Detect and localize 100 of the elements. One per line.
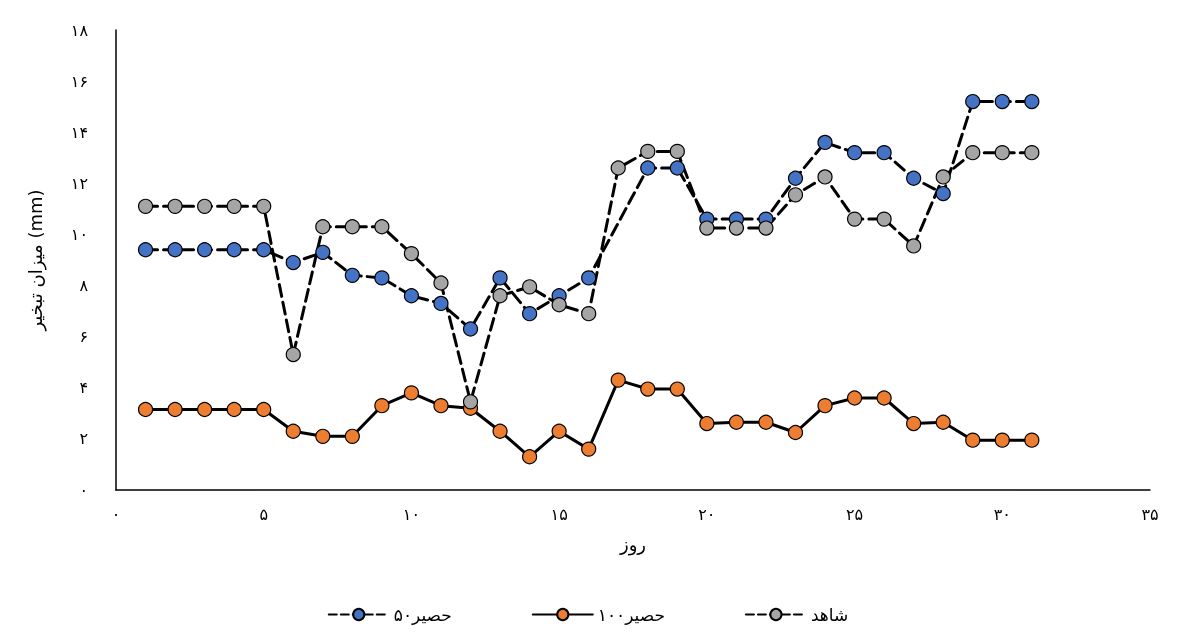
point — [699, 220, 715, 236]
x-tick-label: ۵ — [259, 504, 269, 524]
point — [226, 198, 242, 214]
x-tick-label: ۳۰ — [993, 504, 1011, 524]
point — [522, 306, 538, 322]
point — [876, 390, 892, 406]
point — [137, 242, 154, 258]
point — [581, 441, 597, 457]
point — [906, 238, 922, 254]
point — [167, 198, 183, 214]
point — [522, 279, 538, 295]
y-tick-label: ۱۴ — [70, 122, 88, 142]
point — [137, 401, 154, 418]
point — [728, 414, 744, 430]
point — [315, 219, 331, 235]
point — [758, 220, 774, 236]
point — [846, 390, 863, 406]
point — [846, 145, 863, 161]
y-tick-label: ۰ — [79, 480, 88, 500]
point — [374, 398, 390, 414]
legend-label: حصیر۵۰ — [393, 604, 452, 625]
point — [433, 275, 449, 291]
point — [285, 346, 301, 363]
y-tick-label: ۱۲ — [70, 173, 88, 193]
point — [817, 134, 833, 151]
point — [433, 398, 449, 414]
x-tick-label: ۲۵ — [845, 504, 864, 524]
point — [994, 145, 1010, 161]
point — [256, 198, 272, 214]
point — [522, 449, 538, 465]
point — [728, 220, 744, 236]
point — [285, 254, 301, 271]
x-tick-label: ۱۰ — [402, 504, 421, 524]
point — [403, 385, 420, 401]
y-tick-label: ۸ — [79, 276, 89, 296]
y-tick-label: ۴ — [79, 378, 88, 398]
point — [965, 432, 981, 448]
point — [640, 160, 656, 176]
point — [876, 145, 892, 161]
point — [581, 270, 597, 286]
point — [315, 428, 331, 444]
x-tick-label: ۳۵ — [1141, 504, 1159, 524]
point — [906, 415, 922, 432]
x-tick-label: ۱۵ — [550, 504, 568, 524]
point — [1024, 432, 1040, 448]
point — [640, 381, 656, 397]
point — [846, 211, 863, 227]
point — [374, 270, 390, 286]
y-tick-label: ۱۰ — [70, 224, 88, 244]
point — [137, 198, 154, 214]
y-axis-title: میزان تبخیر (mm) — [24, 189, 47, 332]
point — [669, 143, 685, 159]
point — [374, 219, 390, 235]
point — [699, 415, 715, 432]
point — [669, 160, 685, 176]
point — [492, 423, 508, 439]
point — [1024, 93, 1040, 110]
point — [994, 432, 1010, 448]
point — [906, 170, 922, 186]
point — [669, 381, 685, 397]
y-tick-label: ۱۸ — [70, 20, 89, 40]
point — [965, 145, 981, 161]
point — [640, 143, 656, 159]
legend-label: شاهد — [810, 604, 849, 625]
point — [1024, 145, 1040, 161]
point — [256, 242, 272, 258]
point — [581, 306, 597, 322]
point — [197, 401, 213, 418]
point — [197, 198, 213, 214]
point — [935, 169, 951, 185]
point — [610, 372, 626, 388]
point — [344, 428, 360, 444]
point — [315, 244, 331, 260]
point — [433, 295, 449, 312]
point — [817, 398, 833, 414]
point — [403, 246, 420, 262]
point — [935, 185, 951, 202]
point — [462, 394, 479, 410]
point — [935, 414, 951, 430]
point — [610, 160, 626, 176]
point — [167, 242, 183, 258]
point — [403, 288, 420, 304]
point — [758, 414, 774, 430]
point — [492, 270, 508, 286]
point — [551, 297, 567, 313]
point — [876, 211, 892, 227]
point — [226, 242, 242, 258]
x-tick-label: ۰ — [111, 504, 121, 524]
point — [817, 169, 833, 185]
point — [787, 170, 804, 186]
x-axis-title: روز — [618, 533, 647, 556]
point — [994, 93, 1010, 110]
point — [197, 242, 213, 258]
point — [285, 423, 301, 439]
point — [226, 401, 242, 418]
y-tick-label: ۱۶ — [70, 71, 88, 91]
point — [492, 288, 508, 304]
point — [551, 423, 567, 439]
point — [344, 219, 360, 235]
point — [787, 424, 804, 441]
